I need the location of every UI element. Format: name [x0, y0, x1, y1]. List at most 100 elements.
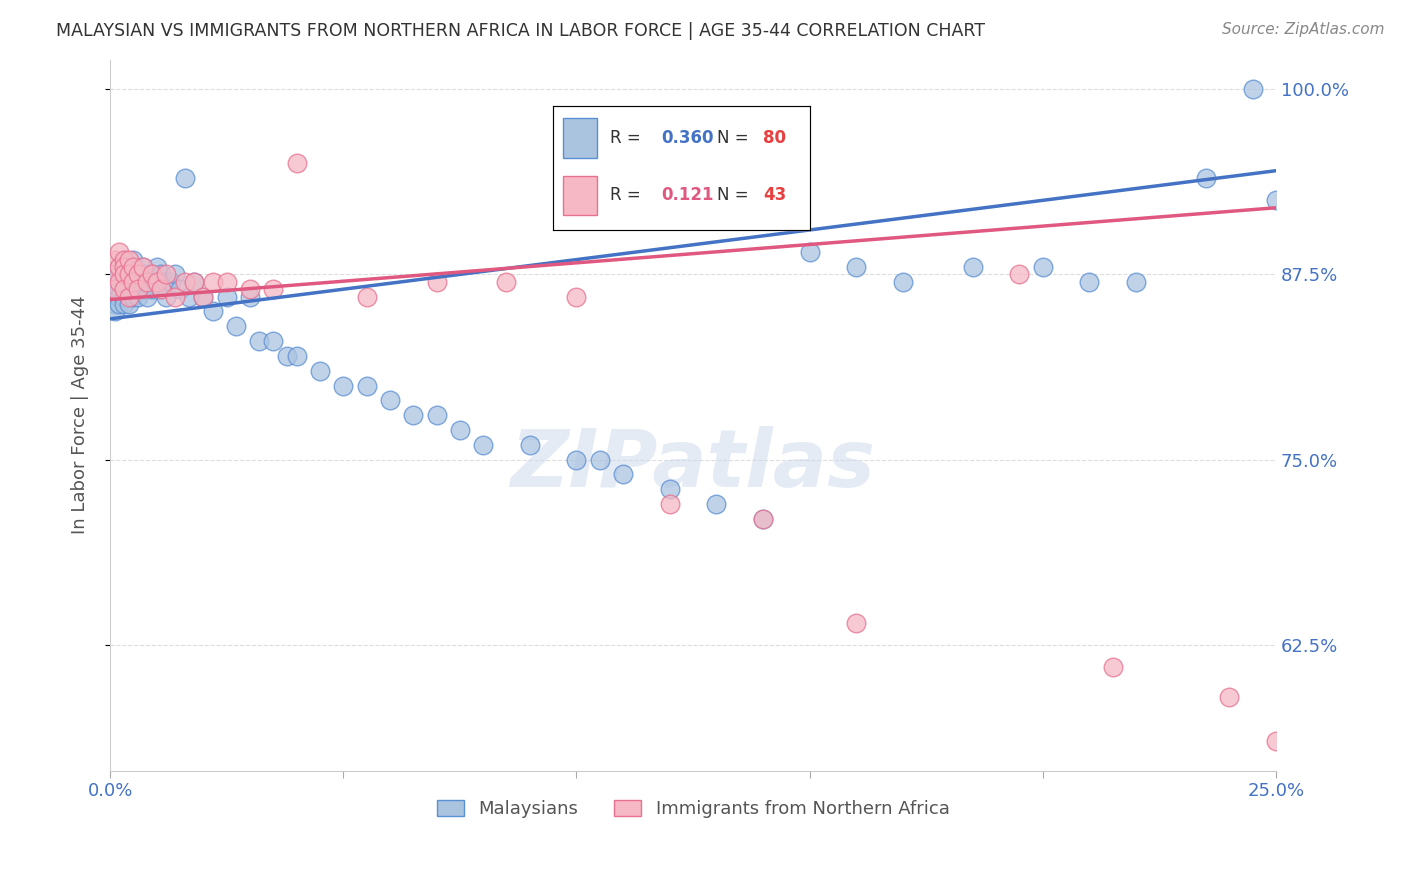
Point: [472, 438, 495, 452]
Point: [1265, 194, 1288, 208]
Point: [141, 268, 163, 282]
Point: [145, 275, 167, 289]
Point: [112, 282, 135, 296]
Point: [1078, 275, 1101, 289]
Point: [145, 275, 167, 289]
Point: [136, 290, 159, 304]
Point: [127, 282, 149, 296]
Point: [108, 245, 131, 260]
Point: [752, 512, 775, 526]
Point: [127, 290, 149, 304]
Point: [118, 297, 141, 311]
Point: [845, 615, 868, 630]
Point: [122, 275, 145, 289]
Y-axis label: In Labor Force | Age 35-44: In Labor Force | Age 35-44: [72, 296, 89, 534]
Point: [112, 268, 135, 282]
Point: [356, 290, 378, 304]
Point: [104, 297, 127, 311]
Point: [108, 297, 131, 311]
Point: [1125, 275, 1147, 289]
Point: [122, 260, 145, 274]
Point: [179, 290, 201, 304]
Point: [1265, 734, 1288, 748]
Point: [215, 275, 238, 289]
Point: [356, 378, 378, 392]
Point: [141, 268, 163, 282]
Point: [173, 171, 195, 186]
Point: [276, 349, 298, 363]
Point: [1008, 268, 1031, 282]
Point: [108, 260, 131, 274]
Point: [127, 268, 149, 282]
Point: [118, 252, 141, 267]
Point: [165, 268, 187, 282]
Text: Source: ZipAtlas.com: Source: ZipAtlas.com: [1222, 22, 1385, 37]
Text: ZIPatlas: ZIPatlas: [510, 425, 876, 504]
Legend: Malaysians, Immigrants from Northern Africa: Malaysians, Immigrants from Northern Afr…: [429, 793, 956, 826]
Point: [122, 252, 145, 267]
Point: [136, 275, 159, 289]
Point: [285, 156, 308, 170]
Point: [183, 275, 205, 289]
Point: [112, 260, 135, 274]
Point: [122, 275, 145, 289]
Point: [799, 245, 821, 260]
Point: [309, 364, 332, 378]
Point: [173, 275, 195, 289]
Point: [104, 282, 127, 296]
Point: [1241, 82, 1264, 96]
Point: [112, 275, 135, 289]
Point: [169, 282, 191, 296]
Point: [239, 290, 262, 304]
Point: [565, 452, 588, 467]
Point: [183, 275, 205, 289]
Point: [108, 260, 131, 274]
Point: [132, 260, 155, 274]
Point: [145, 260, 167, 274]
Point: [155, 290, 177, 304]
Point: [104, 252, 127, 267]
Point: [136, 275, 159, 289]
Point: [118, 260, 141, 274]
Point: [378, 393, 401, 408]
Point: [193, 290, 215, 304]
Text: MALAYSIAN VS IMMIGRANTS FROM NORTHERN AFRICA IN LABOR FORCE | AGE 35-44 CORRELAT: MALAYSIAN VS IMMIGRANTS FROM NORTHERN AF…: [56, 22, 986, 40]
Point: [402, 408, 425, 422]
Point: [108, 282, 131, 296]
Point: [118, 268, 141, 282]
Point: [118, 268, 141, 282]
Point: [332, 378, 354, 392]
Point: [201, 275, 224, 289]
Point: [425, 408, 447, 422]
Point: [118, 282, 141, 296]
Point: [193, 290, 215, 304]
Point: [495, 275, 517, 289]
Point: [519, 438, 541, 452]
Point: [262, 334, 284, 348]
Point: [589, 452, 612, 467]
Point: [285, 349, 308, 363]
Point: [112, 252, 135, 267]
Point: [104, 282, 127, 296]
Point: [141, 282, 163, 296]
Point: [104, 304, 127, 318]
Point: [658, 482, 681, 496]
Point: [658, 497, 681, 511]
Point: [1218, 690, 1240, 704]
Point: [704, 497, 727, 511]
Point: [1195, 171, 1218, 186]
Point: [201, 304, 224, 318]
Point: [239, 282, 262, 296]
Point: [155, 268, 177, 282]
Point: [127, 268, 149, 282]
Point: [108, 268, 131, 282]
Point: [225, 319, 247, 334]
Point: [104, 275, 127, 289]
Point: [150, 282, 173, 296]
Point: [247, 334, 270, 348]
Point: [112, 290, 135, 304]
Point: [612, 467, 634, 482]
Point: [122, 268, 145, 282]
Point: [962, 260, 984, 274]
Point: [150, 282, 173, 296]
